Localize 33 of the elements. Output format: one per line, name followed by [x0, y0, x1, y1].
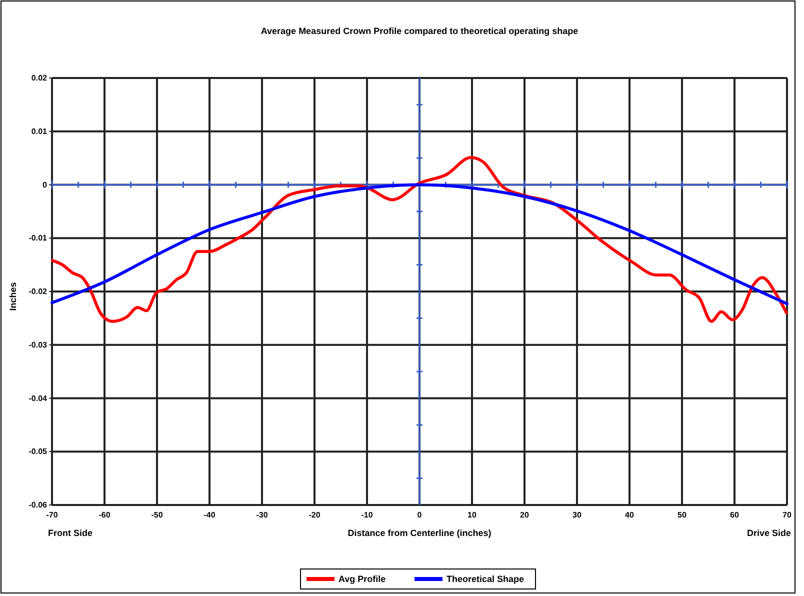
- y-axis-title: Inches: [8, 282, 18, 311]
- x-tick-label: 0: [417, 510, 422, 520]
- x-tick-label: 50: [678, 510, 687, 520]
- x-tick-label: 20: [520, 510, 530, 520]
- line-series: [51, 156, 788, 323]
- x-axis-title: Distance from Centerline (inches): [348, 528, 492, 538]
- text: Front Side: [48, 528, 92, 538]
- x-tick-label: -30: [256, 510, 268, 520]
- x-tick-label: 40: [625, 510, 634, 520]
- x-tick-label: -50: [151, 510, 164, 520]
- y-tick-label: -0.02: [28, 287, 48, 296]
- x-tick-label: -40: [204, 510, 216, 520]
- text: Drive Side: [746, 528, 791, 538]
- y-tick-label: -0.04: [28, 394, 48, 403]
- x-tick-label: 60: [730, 510, 740, 520]
- y-tick-label: -0.06: [28, 500, 48, 510]
- chart-title: Average Measured Crown Profile compared to theoretical operating shape: [260, 26, 578, 36]
- y-tick-label: -0.01: [28, 234, 48, 243]
- y-tick-label: 0: [42, 180, 48, 190]
- y-tick-label: -0.05: [28, 447, 48, 456]
- x-tick-label: -20: [308, 510, 321, 520]
- x-tick-label: 70: [782, 510, 792, 520]
- y-tick-label: -0.03: [28, 340, 48, 350]
- legend-label: Avg Profile: [338, 574, 386, 584]
- x-tick-label: 10: [468, 510, 477, 520]
- y-tick-label: 0.01: [31, 126, 48, 136]
- x-tick-label: -60: [98, 510, 111, 520]
- legend-label: Theoretical Shape: [446, 574, 524, 584]
- x-tick-label: -70: [46, 510, 58, 520]
- x-tick-label: -10: [361, 510, 374, 520]
- y-tick-label: 0.02: [31, 74, 48, 82]
- x-tick-label: 30: [572, 510, 582, 520]
- line-series: [50, 183, 788, 306]
